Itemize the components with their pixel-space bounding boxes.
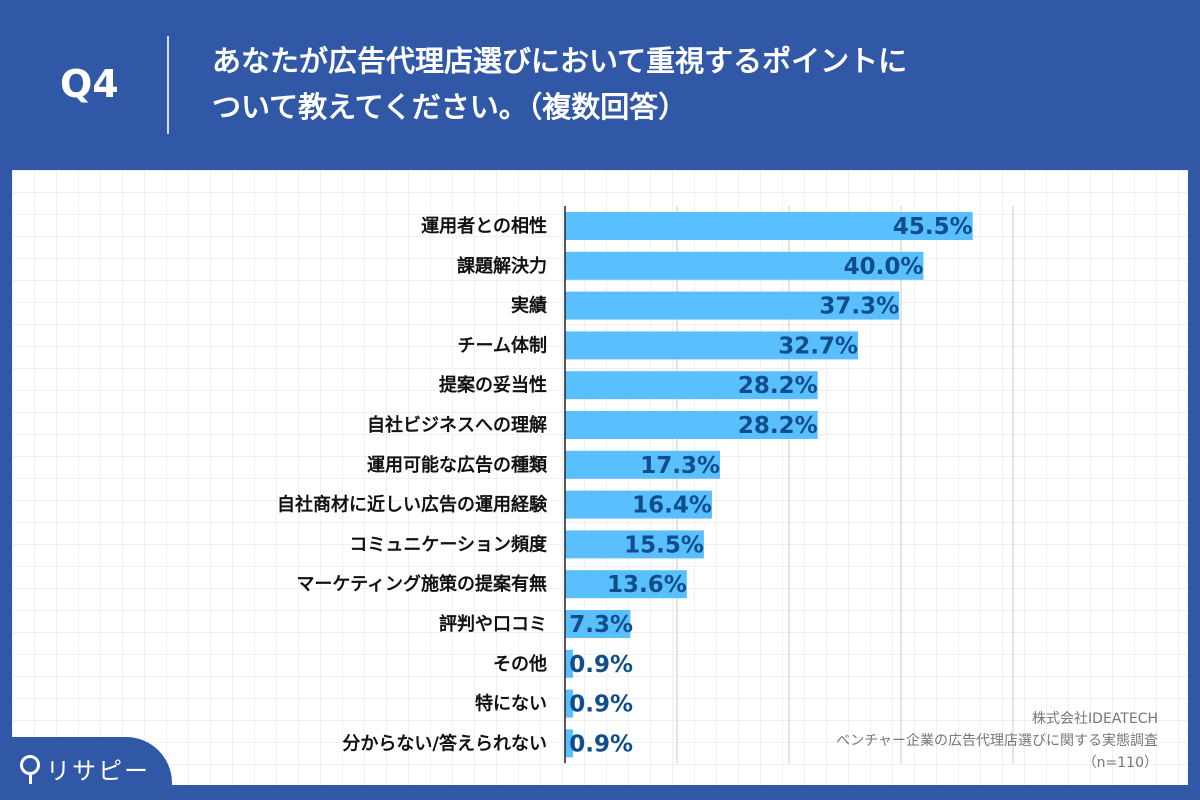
bar xyxy=(565,570,687,599)
source-company: 株式会社IDEATECH xyxy=(1032,711,1158,727)
category-label: その他 xyxy=(493,653,547,675)
category-label: チーム体制 xyxy=(458,334,547,356)
source-note: 株式会社IDEATECH ベンチャー企業の広告代理店選びに関する実態調査 （n=… xyxy=(836,708,1158,774)
bar xyxy=(565,610,631,638)
bar xyxy=(565,490,712,519)
value-label: 15.5% xyxy=(624,532,704,558)
logo-text: リサピー xyxy=(46,757,150,785)
question-number: Q4 xyxy=(60,62,119,106)
category-label: 分からない/答えられない xyxy=(342,732,547,754)
pin-icon xyxy=(20,755,40,784)
category-label: 運用者との相性 xyxy=(421,215,547,237)
bar xyxy=(565,530,704,559)
value-label: 13.6% xyxy=(607,572,687,598)
bar-chart: 運用者との相性 45.5% 課題解決力 40.0% 実績 37.3% チーム体制 32.7% 提… xyxy=(277,206,1014,764)
bar xyxy=(565,729,574,758)
value-label: 32.7% xyxy=(778,333,858,359)
value-label: 17.3% xyxy=(640,453,720,479)
chart-panel: 運用者との相性 45.5% 課題解決力 40.0% 実績 37.3% チーム体制 32.7% 提… xyxy=(12,170,1188,785)
value-label: 40.0% xyxy=(844,254,924,280)
logo: リサピー xyxy=(0,737,172,800)
category-label: マーケティング施策の提案有無 xyxy=(296,573,547,595)
value-label: 28.2% xyxy=(738,413,818,439)
value-label: 7.3% xyxy=(569,612,633,638)
category-label: 特にない xyxy=(475,693,547,715)
source-survey: ベンチャー企業の広告代理店選びに関する実態調査 xyxy=(836,733,1158,749)
value-label: 45.5% xyxy=(893,214,973,240)
value-label: 0.9% xyxy=(569,692,633,718)
bar xyxy=(565,689,574,718)
bar xyxy=(565,450,721,479)
divider xyxy=(167,36,169,134)
bar xyxy=(565,649,574,678)
category-label: 評判や口コミ xyxy=(439,613,547,635)
value-label: 0.9% xyxy=(569,652,633,678)
category-label: 課題解決力 xyxy=(457,255,547,277)
category-label: 提案の妥当性 xyxy=(439,374,547,396)
source-n: （n=110） xyxy=(1082,755,1158,771)
title-line-1: あなたが広告代理店選びにおいて重視するポイントに xyxy=(212,44,908,78)
category-label: 自社ビジネスへの理解 xyxy=(367,414,547,436)
value-label: 0.9% xyxy=(569,731,633,757)
value-label: 16.4% xyxy=(632,493,712,519)
value-label: 28.2% xyxy=(738,373,818,399)
bar xyxy=(565,212,973,240)
title-line-2: ついて教えてください。（複数回答） xyxy=(212,90,688,124)
question-title: あなたが広告代理店選びにおいて重視するポイントに ついて教えてください。（複数回… xyxy=(212,38,1112,130)
category-label: 実績 xyxy=(511,295,547,317)
bar xyxy=(565,251,924,280)
bar xyxy=(565,411,818,439)
bar xyxy=(565,371,818,400)
header: Q4 あなたが広告代理店選びにおいて重視するポイントに ついて教えてください。（… xyxy=(0,0,1200,170)
bar xyxy=(565,291,900,320)
value-label: 37.3% xyxy=(819,294,899,320)
category-label: 運用可能な広告の種類 xyxy=(367,454,548,476)
category-label: 自社商材に近しい広告の運用経験 xyxy=(277,494,548,516)
bar xyxy=(565,331,858,360)
category-label: コミュニケーション頻度 xyxy=(349,533,548,555)
